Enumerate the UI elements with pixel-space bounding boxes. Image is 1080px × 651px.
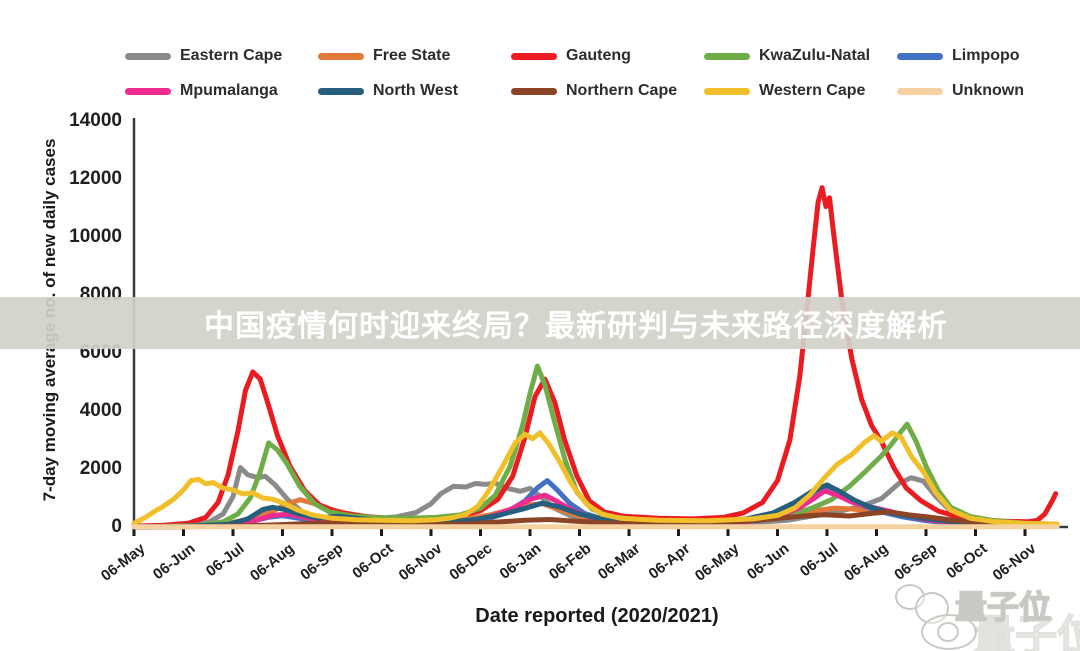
legend-label: Free State xyxy=(373,47,451,64)
y-tick-label: 2000 xyxy=(79,458,122,479)
legend-label: Limpopo xyxy=(952,47,1020,64)
series-line-kwazulu-natal xyxy=(131,363,1058,530)
legend-swatch-eastern-cape xyxy=(125,52,171,60)
legend-swatch-north-west xyxy=(318,87,364,95)
y-tick-label: 12000 xyxy=(69,168,122,189)
legend-item-unknown: Unknown xyxy=(897,81,1024,101)
legend-item-gauteng: Gauteng xyxy=(511,46,631,66)
legend-item-kwazulu-natal: KwaZulu-Natal xyxy=(704,46,870,66)
y-tick-label: 0 xyxy=(111,516,122,537)
watermark-logo-text-shadow: 量子位 xyxy=(972,611,1080,651)
qbitai-watermark: 量子位 量子位 xyxy=(893,576,1080,651)
legend-item-limpopo: Limpopo xyxy=(897,46,1020,66)
legend-label: Mpumalanga xyxy=(180,82,278,99)
series-line-gauteng xyxy=(131,185,1059,529)
headline-text: 中国疫情何时迎来终局？最新研判与未来路径深度解析 xyxy=(204,310,948,343)
legend-item-northern-cape: Northern Cape xyxy=(511,81,677,101)
legend-item-mpumalanga: Mpumalanga xyxy=(125,81,278,101)
legend-swatch-kwazulu-natal xyxy=(704,52,750,60)
y-tick-label: 4000 xyxy=(79,400,122,421)
legend-label: Eastern Cape xyxy=(180,47,283,64)
legend-swatch-gauteng xyxy=(511,52,557,60)
legend-swatch-free-state xyxy=(318,52,364,60)
legend-item-free-state: Free State xyxy=(318,46,450,66)
legend-swatch-unknown xyxy=(897,87,943,95)
legend-label: Unknown xyxy=(952,82,1024,99)
legend-swatch-limpopo xyxy=(897,52,943,60)
headline-banner: 中国疫情何时迎来终局？最新研判与未来路径深度解析 xyxy=(0,297,1080,349)
series-line-northern-cape xyxy=(131,509,1058,530)
legend-item-eastern-cape: Eastern Cape xyxy=(125,46,282,66)
legend-label: Gauteng xyxy=(566,47,631,64)
y-tick-label: 14000 xyxy=(69,110,122,131)
legend-label: Northern Cape xyxy=(566,82,678,99)
legend-swatch-northern-cape xyxy=(511,87,557,95)
watermark-snail-spiral-icon xyxy=(937,622,959,642)
legend-item-western-cape: Western Cape xyxy=(704,81,865,101)
y-tick-label: 10000 xyxy=(69,226,122,247)
watermark-logo-text: 量子位 xyxy=(954,588,1052,626)
legend-swatch-western-cape xyxy=(704,87,750,95)
legend-label: North West xyxy=(373,82,459,99)
legend-swatch-mpumalanga xyxy=(125,87,171,95)
series-line-western-cape xyxy=(131,430,1060,527)
legend-label: Western Cape xyxy=(759,82,866,99)
legend-label: KwaZulu-Natal xyxy=(759,47,871,64)
legend-item-north-west: North West xyxy=(318,81,458,101)
x-axis-title: Date reported (2020/2021) xyxy=(475,605,719,627)
